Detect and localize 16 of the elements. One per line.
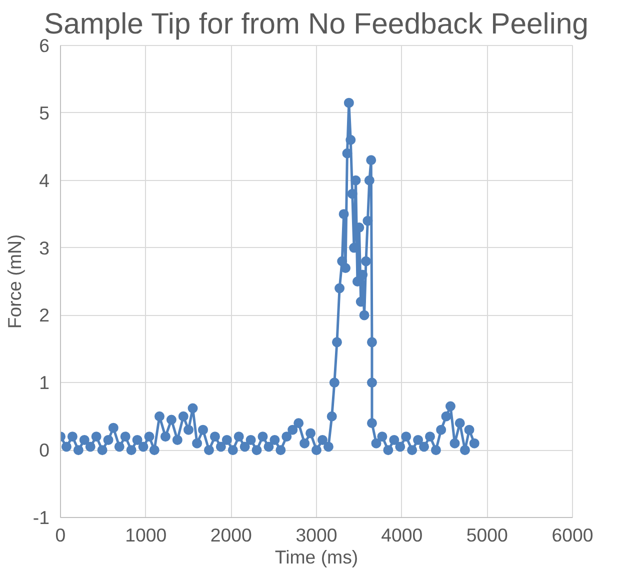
- x-axis-title: Time (ms): [274, 546, 358, 568]
- x-tick-label: 4000: [381, 524, 423, 546]
- x-tick-label: 2000: [210, 524, 252, 546]
- y-tick-label: 0: [39, 440, 50, 461]
- x-tick-label: 1000: [125, 524, 167, 546]
- y-tick-label: 3: [39, 237, 50, 258]
- x-tick-label: 0: [55, 524, 66, 546]
- y-axis-title: Force (mN): [4, 234, 25, 329]
- y-tick-label: 1: [39, 372, 50, 394]
- y-tick-label: 2: [39, 304, 50, 326]
- y-tick-label: 5: [39, 102, 50, 124]
- x-tick-label: 3000: [296, 524, 338, 546]
- x-tick-label: 5000: [466, 524, 508, 546]
- y-tick-label: -1: [32, 507, 50, 528]
- x-tick-label: 6000: [552, 524, 594, 546]
- y-tick-label: 4: [39, 170, 50, 191]
